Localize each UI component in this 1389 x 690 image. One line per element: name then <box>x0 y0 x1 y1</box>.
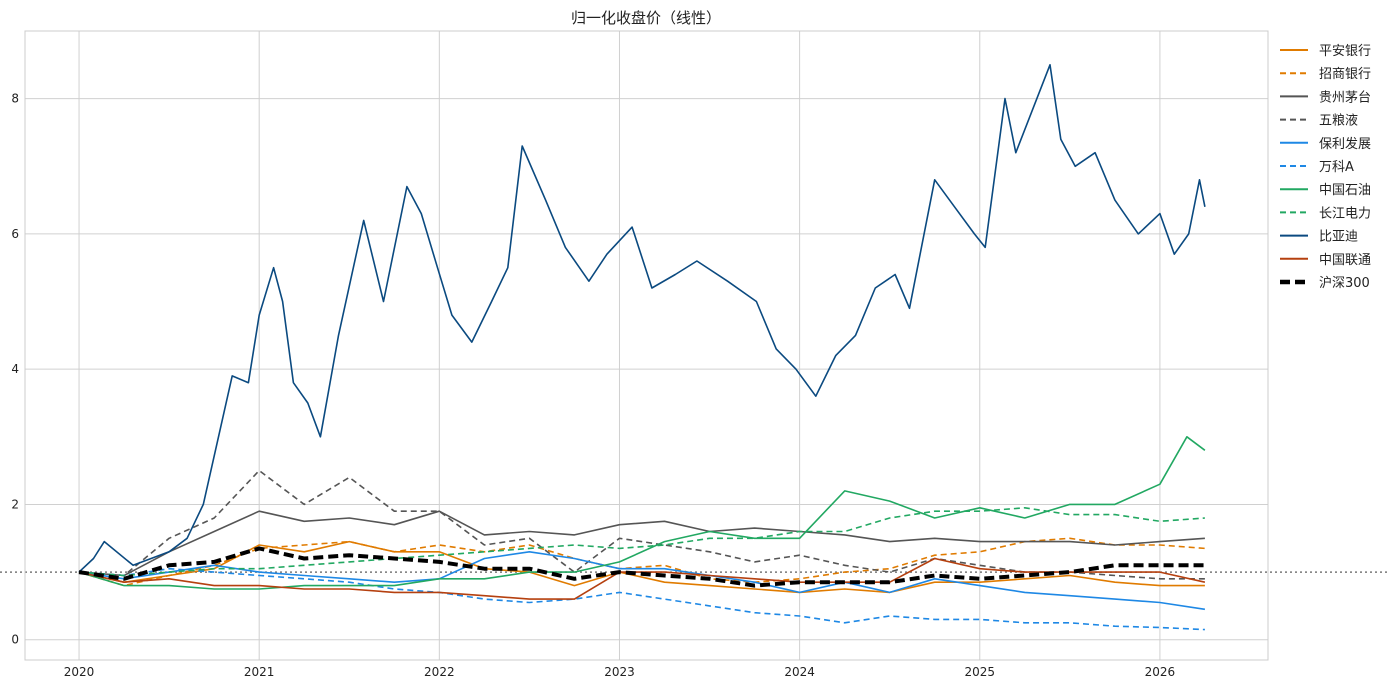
legend-item: 贵州茅台 <box>1280 90 1371 105</box>
legend-item: 万科A <box>1280 160 1354 175</box>
x-tick-label: 2022 <box>424 665 455 679</box>
legend-label: 中国联通 <box>1319 253 1371 268</box>
plot-frame <box>24 30 1269 661</box>
series-line-7 <box>78 435 1206 590</box>
x-tick-label: 2024 <box>784 665 815 679</box>
legend-label: 中国石油 <box>1319 183 1371 198</box>
legend-item: 中国联通 <box>1280 253 1371 268</box>
legend-item: 保利发展 <box>1280 136 1371 152</box>
y-tick-label: 6 <box>11 227 19 241</box>
legend-label: 长江电力 <box>1319 206 1371 221</box>
x-tick-label: 2025 <box>964 665 995 679</box>
series-line-8 <box>78 506 1205 577</box>
legend-label: 万科A <box>1319 160 1354 175</box>
series-line-11 <box>78 546 1205 588</box>
x-tick-label: 2026 <box>1145 665 1176 679</box>
legend-item: 比亚迪 <box>1280 230 1358 245</box>
legend-label: 保利发展 <box>1319 136 1371 152</box>
y-tick-label: 2 <box>11 497 19 511</box>
legend-item: 沪深300 <box>1280 275 1370 291</box>
legend-item: 长江电力 <box>1280 206 1371 221</box>
y-tick-label: 0 <box>11 633 19 647</box>
y-tick-label: 8 <box>11 92 19 106</box>
chart-title: 归一化收盘价（线性） <box>571 9 721 27</box>
legend-label: 招商银行 <box>1319 67 1371 82</box>
x-tick-label: 2021 <box>244 665 275 679</box>
series-line-6 <box>78 567 1205 631</box>
legend-label: 沪深300 <box>1319 275 1370 291</box>
legend-item: 招商银行 <box>1280 67 1371 82</box>
series-line-1 <box>78 540 1205 594</box>
series-line-4 <box>78 469 1205 580</box>
legend-item: 平安银行 <box>1280 44 1371 59</box>
legend-item: 中国石油 <box>1280 183 1371 198</box>
y-tick-label: 4 <box>11 362 19 376</box>
legend-label: 贵州茅台 <box>1319 90 1371 105</box>
legend-label: 平安银行 <box>1319 44 1371 59</box>
x-tick-label: 2023 <box>604 665 635 679</box>
series-line-2 <box>78 537 1205 587</box>
series-line-5 <box>78 550 1206 611</box>
x-tick-label: 2020 <box>64 665 95 679</box>
series-line-3 <box>78 510 1205 577</box>
legend-item: 五粮液 <box>1280 114 1358 129</box>
legend-label: 五粮液 <box>1319 114 1358 129</box>
legend-label: 比亚迪 <box>1319 230 1358 245</box>
series-line-9 <box>78 64 1206 573</box>
